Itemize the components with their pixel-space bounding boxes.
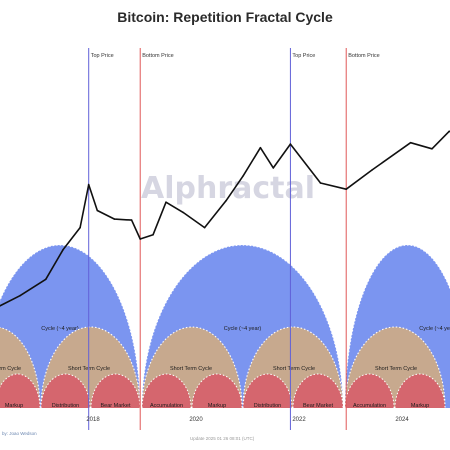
long-cycle-arc-outline [344, 244, 450, 409]
price-point [96, 209, 99, 212]
short-cycle-arc-outline [141, 326, 243, 409]
phase-arc [0, 374, 40, 408]
phase-label: Distribution [254, 403, 282, 409]
price-point [272, 167, 275, 169]
phase-arc [395, 374, 445, 408]
phase-arc [41, 374, 90, 408]
short-cycle-label: Short Term Cycle [170, 366, 212, 372]
vertical-marker-label: Bottom Price [142, 53, 173, 59]
phase-arc-outline [394, 373, 446, 409]
x-tick-label: 2020 [189, 417, 203, 423]
phase-label: Markup [5, 403, 23, 409]
long-cycle-arc-outline [141, 244, 344, 409]
price-line [0, 130, 450, 307]
price-point [225, 200, 227, 202]
phase-arc [243, 374, 292, 408]
x-tick-label: 2018 [86, 417, 100, 423]
phase-label: Accumulation [353, 403, 386, 409]
price-point [79, 226, 81, 229]
short-cycle-label: Short Term Cycle [273, 366, 315, 372]
price-point [165, 201, 167, 203]
long-cycle-label: Cycle (~4 year) [224, 326, 262, 332]
price-point [345, 188, 348, 190]
phase-arc-outline [344, 373, 395, 409]
price-point [242, 175, 244, 177]
price-point [130, 219, 133, 221]
phase-label: Accumulation [150, 403, 183, 409]
phase-label: Bear Market [303, 403, 333, 409]
price-point [19, 294, 21, 297]
vertical-marker-label: Top Price [292, 53, 315, 59]
price-point [113, 218, 116, 220]
long-cycle-label: Cycle (~4 year) [41, 326, 79, 332]
x-tick-label: 2024 [395, 417, 409, 423]
short-cycle-arc-outline [344, 326, 446, 409]
price-point [289, 143, 292, 145]
update-timestamp: Update 2025 01 26 08:01 (UTC) [190, 436, 255, 441]
price-point [431, 148, 433, 150]
watermark-logo: Alphractal [141, 171, 315, 206]
price-point [45, 278, 47, 281]
phase-arc [293, 374, 343, 408]
short-cycle-arc-outline [0, 326, 41, 409]
price-point [152, 233, 154, 236]
vertical-marker-label: Bottom Price [348, 53, 379, 59]
price-point [139, 238, 141, 240]
phase-label: Markup [411, 403, 429, 409]
phase-arc-outline [191, 373, 243, 409]
vertical-marker-label: Top Price [91, 53, 114, 59]
phase-arc-outline [141, 373, 192, 409]
short-cycle-label: Short Term Cycle [0, 366, 21, 372]
price-point [409, 141, 412, 144]
price-point [371, 169, 373, 171]
short-cycle-arc-outline [242, 326, 344, 409]
x-tick-label: 2022 [292, 417, 306, 423]
phase-arc-outline [40, 373, 91, 409]
phase-arc-outline [242, 373, 293, 409]
price-point [182, 211, 184, 214]
phase-arc [192, 374, 242, 408]
phase-arc-outline [90, 373, 141, 409]
phase-arc [91, 374, 140, 408]
phase-arc [345, 374, 394, 408]
price-point [87, 183, 90, 186]
phase-arc-outline [292, 373, 344, 409]
phase-label: Distribution [52, 403, 80, 409]
price-point [62, 249, 64, 251]
phase-label: Bear Market [101, 403, 131, 409]
short-cycle-label: Short Term Cycle [375, 366, 417, 372]
long-cycle-arc-outline [0, 244, 141, 409]
phase-arc [142, 374, 191, 408]
price-point [203, 226, 206, 229]
phase-label: Markup [208, 403, 226, 409]
price-point [259, 146, 262, 149]
price-point [319, 182, 322, 184]
author-credit: by: Joao Wedson [2, 431, 37, 436]
chart-title: Bitcoin: Repetition Fractal Cycle [117, 9, 333, 25]
long-cycle-label: Cycle (~4 year) [419, 326, 450, 332]
